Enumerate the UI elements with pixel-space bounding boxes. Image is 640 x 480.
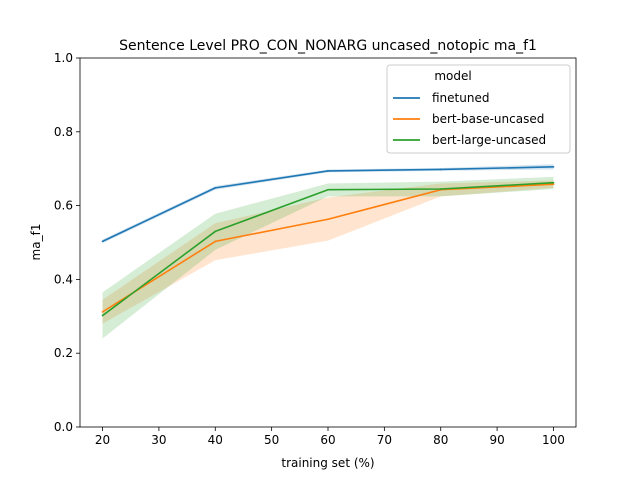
legend-box	[386, 64, 571, 154]
x-tick-label: 20	[95, 433, 110, 447]
x-tick-label: 70	[377, 433, 392, 447]
point-bert-large-uncased-40	[214, 230, 217, 233]
point-bert-base-uncased-60	[327, 218, 329, 221]
y-tick-label: 0.4	[54, 272, 73, 286]
y-axis-label: ma_f1	[29, 224, 43, 261]
y-tick-label: 0.6	[54, 199, 73, 213]
point-finetuned-80	[439, 168, 442, 171]
x-tick-label: 40	[208, 433, 223, 447]
legend: model finetuned bert-base-uncased bert-lar…	[386, 64, 571, 154]
y-axis-ticks: 0.0 0.2 0.4 0.6 0.8 1.0	[54, 51, 80, 434]
point-finetuned-60	[327, 170, 329, 172]
x-tick-label: 100	[542, 433, 565, 447]
chart-title: Sentence Level PRO_CON_NONARG uncased_no…	[119, 38, 537, 54]
y-tick-label: 0.2	[54, 346, 73, 360]
legend-title: model	[434, 69, 471, 83]
y-tick-label: 0.8	[54, 125, 73, 139]
point-bert-base-uncased-20	[101, 310, 104, 313]
y-tick-label: 0.0	[54, 420, 73, 434]
band-bert-base-uncased	[102, 180, 554, 324]
series-lines	[101, 165, 555, 317]
x-axis-ticks: 20 30 40 50 60 70 80 90 100	[95, 427, 565, 447]
point-bert-large-uncased-80	[439, 188, 442, 190]
x-tick-label: 80	[433, 433, 448, 447]
point-bert-large-uncased-100	[552, 181, 555, 184]
band-bert-large-uncased	[102, 176, 554, 339]
x-tick-label: 50	[264, 433, 279, 447]
legend-entry-bert-base-uncased: bert-base-uncased	[432, 112, 544, 126]
point-bert-base-uncased-40	[214, 240, 217, 243]
confidence-bands	[102, 164, 554, 339]
point-bert-large-uncased-60	[327, 188, 329, 191]
point-finetuned-40	[214, 186, 217, 189]
point-finetuned-100	[552, 165, 555, 168]
x-tick-label: 90	[489, 433, 504, 447]
y-tick-label: 1.0	[54, 51, 73, 65]
legend-entry-finetuned: finetuned	[432, 91, 489, 105]
x-axis-label: training set (%)	[281, 456, 374, 470]
legend-entry-bert-large-uncased: bert-large-uncased	[432, 133, 546, 147]
point-bert-base-uncased-100	[552, 183, 555, 186]
point-bert-large-uncased-20	[101, 314, 104, 317]
point-finetuned-20	[101, 240, 104, 243]
x-tick-label: 60	[320, 433, 335, 447]
x-tick-label: 30	[151, 433, 166, 447]
